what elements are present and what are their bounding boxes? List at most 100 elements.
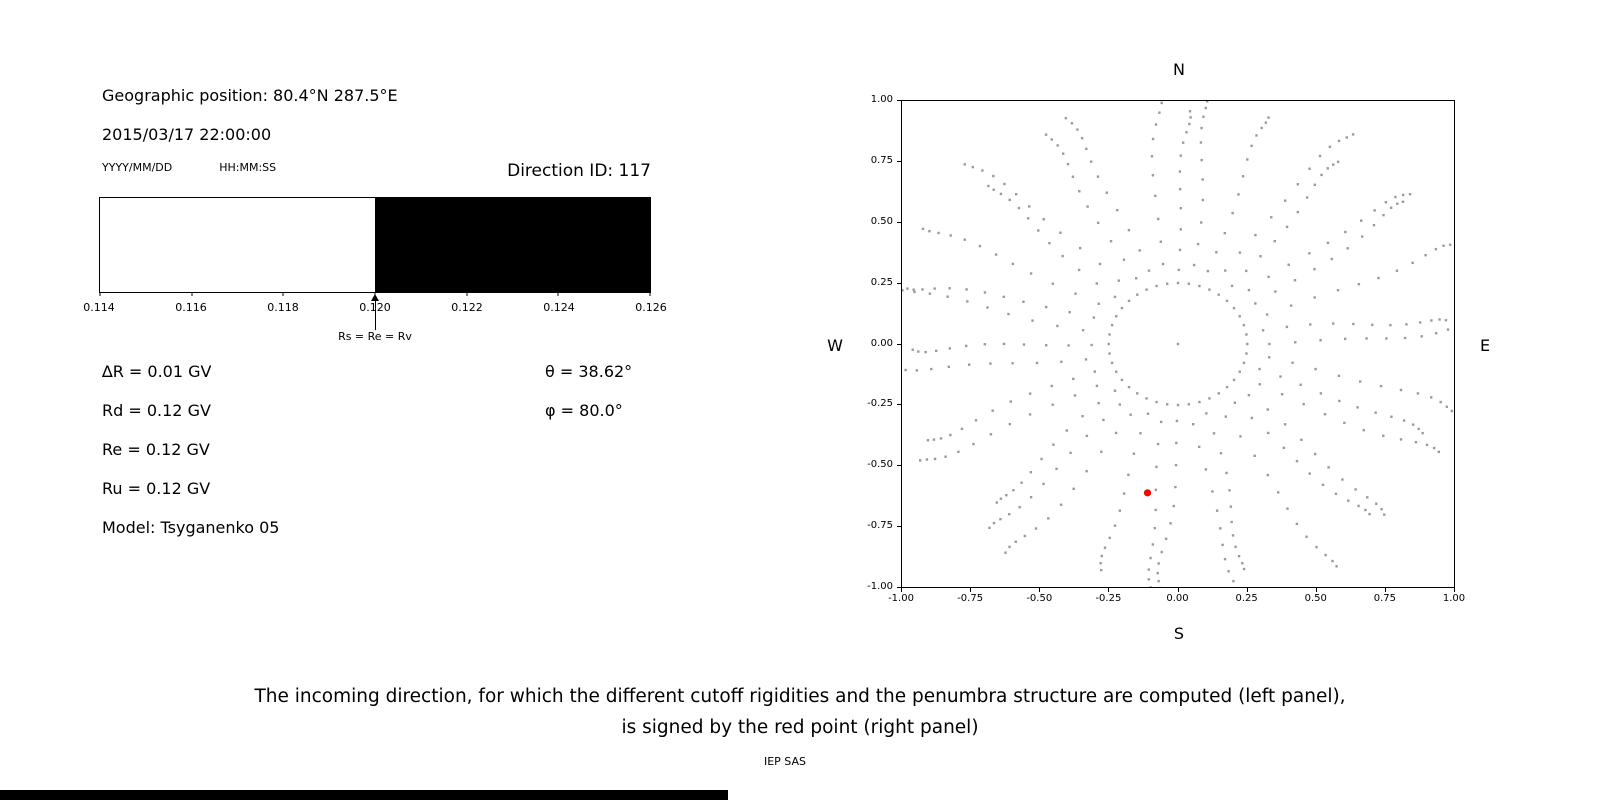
penumbra-x-tick-label: 0.122 (451, 301, 483, 314)
asymptotic-point (1308, 167, 1311, 170)
asymptotic-point (1284, 199, 1287, 202)
asymptotic-point (1132, 452, 1136, 455)
asymptotic-point (1176, 342, 1180, 346)
penumbra-x-tick-label: 0.116 (175, 301, 207, 314)
asymptotic-point (1389, 206, 1393, 209)
asymptotic-point (1110, 361, 1114, 365)
asymptotic-point (928, 230, 931, 233)
x-tick-label: 1.00 (1442, 593, 1466, 604)
asymptotic-point (1178, 170, 1182, 173)
asymptotic-point (1077, 268, 1081, 272)
asymptotic-point (1099, 561, 1102, 565)
asymptotic-point (1374, 411, 1377, 414)
asymptotic-point (1076, 128, 1079, 131)
asymptotic-point (1238, 315, 1241, 318)
asymptotic-point (1061, 254, 1064, 258)
asymptotic-point (971, 165, 975, 169)
asymptotic-point (1411, 423, 1415, 426)
asymptotic-point (1319, 392, 1323, 395)
asymptotic-point (1416, 392, 1420, 395)
asymptotic-point (921, 288, 924, 291)
asymptotic-point (1364, 508, 1367, 512)
datetime-format-row: YYYY/MM/DD HH:MM:SS (102, 161, 276, 174)
asymptotic-point (1028, 392, 1032, 395)
x-tick-label: -1.00 (888, 593, 914, 604)
asymptotic-point (1165, 403, 1169, 406)
asymptotic-point (1151, 137, 1155, 141)
asymptotic-point (1242, 361, 1246, 365)
asymptotic-point (1127, 228, 1131, 232)
asymptotic-point (1081, 414, 1084, 418)
asymptotic-point (1445, 405, 1449, 409)
asymptotic-point (1215, 509, 1219, 512)
asymptotic-point (1344, 337, 1347, 341)
asymptotic-point (1300, 438, 1303, 441)
penumbra-x-tick-mark (282, 292, 284, 296)
asymptotic-point (1223, 557, 1227, 561)
asymptotic-point (1120, 306, 1124, 310)
asymptotic-point (1219, 452, 1223, 455)
asymptotic-point (1246, 342, 1249, 346)
asymptotic-point (1029, 470, 1033, 474)
asymptotic-point (1202, 115, 1205, 118)
asymptotic-point (1146, 412, 1150, 415)
asymptotic-point (1241, 175, 1245, 178)
asymptotic-point (1330, 257, 1333, 261)
asymptotic-point (1215, 251, 1218, 254)
x-tick-mark (1108, 588, 1110, 592)
asymptotic-point (1198, 400, 1201, 404)
asymptotic-point (1116, 208, 1119, 212)
asymptotic-point (1234, 545, 1237, 549)
asymptotic-point (1002, 342, 1006, 346)
asymptotic-point (1073, 394, 1077, 397)
asymptotic-point (1255, 134, 1258, 137)
asymptotic-point (1040, 457, 1043, 461)
asymptotic-point (1430, 319, 1433, 322)
asymptotic-point (992, 521, 996, 525)
datetime: 2015/03/17 22:00:00 (102, 125, 272, 144)
asymptotic-point (1258, 383, 1261, 386)
asymptotic-point (1154, 508, 1157, 512)
asymptotic-point (1113, 389, 1117, 392)
x-tick-label: 0.50 (1304, 593, 1327, 604)
y-tick-label: 0.25 (870, 276, 893, 288)
asymptotic-point (1108, 352, 1111, 355)
asymptotic-point (1289, 304, 1293, 307)
asymptotic-point (1160, 550, 1163, 554)
asymptotic-point (988, 526, 991, 530)
asymptotic-point (1074, 292, 1077, 295)
asymptotic-point (948, 287, 951, 290)
x-tick-mark (1454, 588, 1455, 592)
y-tick-label: -0.25 (867, 398, 893, 410)
asymptotic-point (1118, 403, 1122, 406)
asymptotic-point (918, 459, 922, 462)
x-tick-label: 0.00 (1166, 593, 1189, 604)
penumbra-x-tick-mark (99, 292, 101, 296)
asymptotic-point (1239, 435, 1242, 438)
asymptotic-point (949, 234, 952, 237)
asymptotic-point (947, 365, 951, 368)
asymptotic-point (1253, 454, 1256, 457)
asymptotic-point (1136, 392, 1139, 395)
asymptotic-point (1302, 402, 1305, 406)
asymptotic-point (1056, 324, 1059, 328)
asymptotic-point (1296, 210, 1300, 214)
asymptotic-point (1055, 467, 1058, 470)
x-tick-mark (1039, 588, 1041, 592)
caption-line-1: The incoming direction, for which the di… (254, 686, 1346, 707)
asymptotic-point (1078, 190, 1081, 193)
asymptotic-point (1020, 481, 1023, 484)
asymptotic-point (1042, 218, 1045, 221)
asymptotic-point (1122, 492, 1126, 495)
asymptotic-point (1313, 452, 1317, 456)
asymptotic-point (1109, 239, 1113, 243)
asymptotic-point (1402, 419, 1406, 422)
asymptotic-point (1139, 432, 1142, 435)
asymptotic-point (1291, 361, 1294, 364)
param-ru: Ru = 0.12 GV (102, 479, 211, 498)
asymptotic-point (1028, 413, 1032, 416)
penumbra-x-tick-label: 0.126 (635, 301, 667, 314)
bottom-black-bar (0, 790, 728, 800)
asymptotic-point (1051, 403, 1054, 406)
asymptotic-point (1293, 279, 1297, 282)
